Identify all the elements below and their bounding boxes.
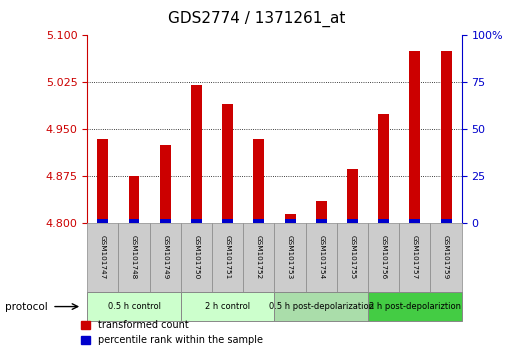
- Bar: [378, 114, 389, 223]
- Text: GSM101755: GSM101755: [349, 235, 356, 280]
- Bar: [316, 201, 327, 223]
- Bar: [129, 219, 140, 223]
- Text: GSM101751: GSM101751: [225, 235, 231, 280]
- Text: protocol: protocol: [5, 302, 48, 312]
- Bar: [97, 219, 108, 223]
- Text: GSM101749: GSM101749: [162, 235, 168, 280]
- Text: GSM101748: GSM101748: [131, 235, 137, 280]
- Bar: [253, 139, 264, 223]
- Bar: [160, 145, 171, 223]
- Text: GSM101754: GSM101754: [318, 235, 324, 280]
- Bar: [316, 219, 327, 223]
- Text: GSM101756: GSM101756: [381, 235, 387, 280]
- Bar: [409, 219, 420, 223]
- Bar: [285, 213, 295, 223]
- Bar: [441, 219, 451, 223]
- Bar: [285, 219, 295, 223]
- Bar: [441, 51, 451, 223]
- Text: GSM101757: GSM101757: [412, 235, 418, 280]
- Text: 2 h control: 2 h control: [205, 302, 250, 311]
- Legend: transformed count, percentile rank within the sample: transformed count, percentile rank withi…: [76, 316, 267, 349]
- Text: GSM101752: GSM101752: [256, 235, 262, 280]
- Bar: [97, 139, 108, 223]
- Bar: [129, 176, 140, 223]
- Text: 2 h post-depolariztion: 2 h post-depolariztion: [369, 302, 461, 311]
- Bar: [378, 219, 389, 223]
- Bar: [222, 219, 233, 223]
- Text: GSM101753: GSM101753: [287, 235, 293, 280]
- Text: GSM101750: GSM101750: [193, 235, 200, 280]
- Text: GSM101747: GSM101747: [100, 235, 106, 280]
- Bar: [409, 51, 420, 223]
- Text: 0.5 h post-depolarization: 0.5 h post-depolarization: [269, 302, 374, 311]
- Bar: [160, 219, 171, 223]
- Bar: [191, 219, 202, 223]
- Text: 0.5 h control: 0.5 h control: [108, 302, 161, 311]
- Bar: [253, 219, 264, 223]
- Bar: [191, 85, 202, 223]
- Text: GSM101759: GSM101759: [443, 235, 449, 280]
- Bar: [222, 104, 233, 223]
- Text: GDS2774 / 1371261_at: GDS2774 / 1371261_at: [168, 11, 345, 27]
- Bar: [347, 219, 358, 223]
- Bar: [347, 169, 358, 223]
